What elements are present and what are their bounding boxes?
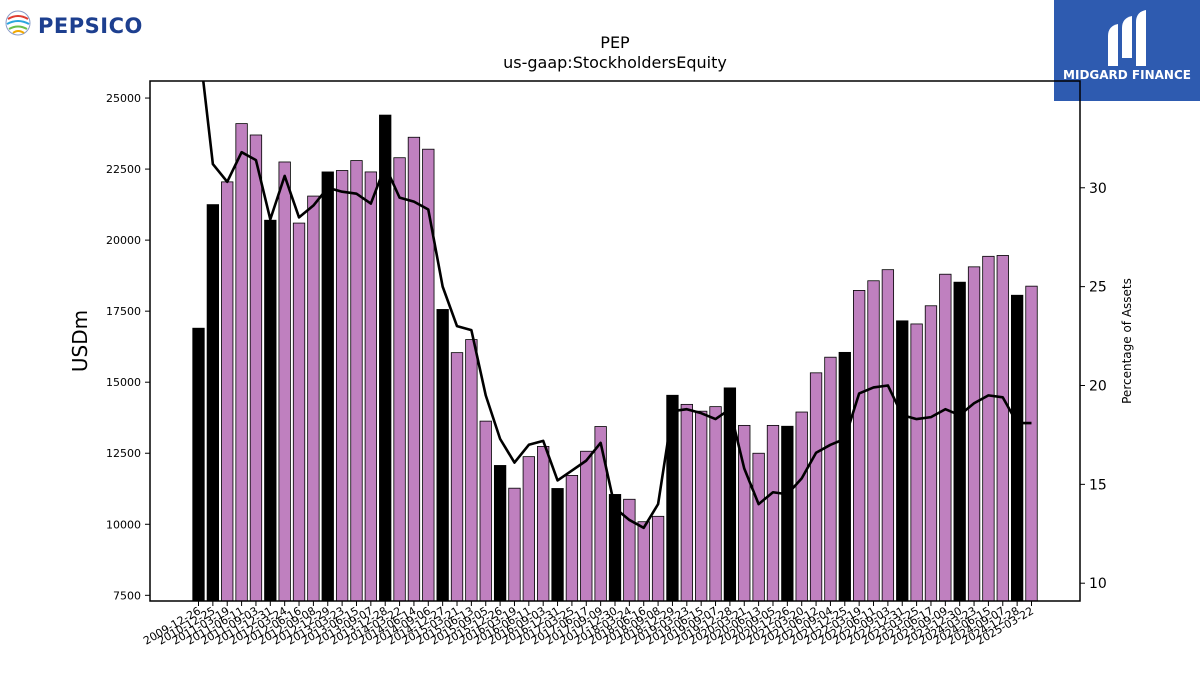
y-tick-label: 25000 — [106, 92, 141, 105]
bar — [1010, 294, 1024, 602]
bar — [522, 456, 535, 602]
y-axis-ticks: 7500 10000 12500 15000 17500 20000 22500 25000 — [106, 92, 150, 602]
bar — [422, 148, 435, 602]
bar — [292, 222, 306, 602]
bar — [221, 181, 234, 602]
bar — [666, 394, 679, 602]
y2-tick-label: 15 — [1089, 477, 1107, 493]
y2-axis-label: Percentage of Assets — [1120, 278, 1134, 404]
bar — [565, 474, 579, 602]
bar — [709, 406, 722, 602]
y-tick-label: 17500 — [106, 305, 141, 318]
y-axis-label: USDm — [68, 310, 92, 372]
bar — [321, 171, 334, 602]
y-tick-label: 15000 — [106, 376, 141, 389]
bar — [508, 487, 521, 602]
bar — [551, 488, 564, 602]
y-tick-label: 20000 — [106, 234, 141, 247]
bar — [1025, 285, 1038, 602]
bar — [680, 403, 693, 602]
bar — [924, 305, 938, 602]
bar — [910, 323, 923, 602]
y-tick-label: 12500 — [106, 447, 141, 460]
bar — [479, 420, 492, 602]
bar — [967, 266, 981, 602]
bar — [623, 498, 636, 602]
bar — [350, 160, 363, 602]
bar — [637, 521, 650, 602]
bar — [379, 114, 392, 602]
bar — [881, 269, 895, 602]
bar — [407, 136, 421, 602]
x-axis-ticks: 2009-12-262010-12-252011-03-192011-06-11… — [141, 601, 1036, 648]
bar — [493, 465, 507, 602]
bar — [192, 327, 205, 602]
pepsico-logo: PEPSICO — [4, 8, 143, 38]
bar — [824, 356, 837, 602]
bar — [249, 134, 263, 602]
midgard-logo-text: MIDGARD FINANCE — [1063, 68, 1191, 82]
y2-tick-label: 20 — [1089, 378, 1107, 394]
bar — [335, 170, 349, 602]
midgard-finance-logo: MIDGARD FINANCE — [1054, 0, 1200, 101]
bar — [809, 372, 823, 602]
pepsico-globe-icon — [5, 10, 31, 36]
bar — [450, 352, 464, 602]
bar — [766, 424, 780, 602]
y2-tick-label: 30 — [1089, 181, 1107, 197]
y-tick-label: 10000 — [106, 518, 141, 531]
chart-title: PEP — [600, 33, 630, 52]
percentage-line — [201, 81, 1032, 530]
bar — [537, 446, 550, 602]
bar — [953, 281, 966, 602]
bar — [235, 123, 248, 602]
midgard-emblem-icon — [1108, 10, 1146, 66]
chart-subtitle: us-gaap:StockholdersEquity — [503, 53, 727, 72]
bar — [982, 255, 995, 602]
bar — [867, 280, 880, 602]
bar — [939, 273, 952, 602]
y2-axis-ticks: 10 15 20 25 30 — [1080, 181, 1107, 592]
y2-tick-label: 10 — [1089, 576, 1107, 592]
y-tick-label: 22500 — [106, 163, 141, 176]
bar — [996, 255, 1009, 602]
y-tick-label: 7500 — [113, 589, 141, 602]
y2-tick-label: 25 — [1089, 280, 1107, 296]
bar — [465, 339, 478, 602]
bar — [752, 452, 765, 602]
bar — [896, 320, 909, 602]
bar — [853, 290, 866, 602]
percentage-line-series — [201, 81, 1032, 530]
bar — [580, 450, 593, 602]
bar — [264, 219, 277, 602]
bar — [651, 515, 665, 602]
bar — [278, 161, 291, 602]
bar — [436, 309, 449, 602]
bar — [307, 195, 320, 602]
bar — [723, 387, 737, 602]
bar-series — [192, 114, 1038, 602]
bar — [795, 411, 808, 602]
pepsico-logo-text: PEPSICO — [38, 14, 143, 38]
bar — [364, 171, 377, 602]
bar — [594, 426, 607, 602]
bar — [393, 157, 406, 602]
bar — [838, 351, 851, 602]
bar — [695, 410, 708, 602]
bar — [206, 204, 220, 602]
bar — [781, 425, 794, 602]
